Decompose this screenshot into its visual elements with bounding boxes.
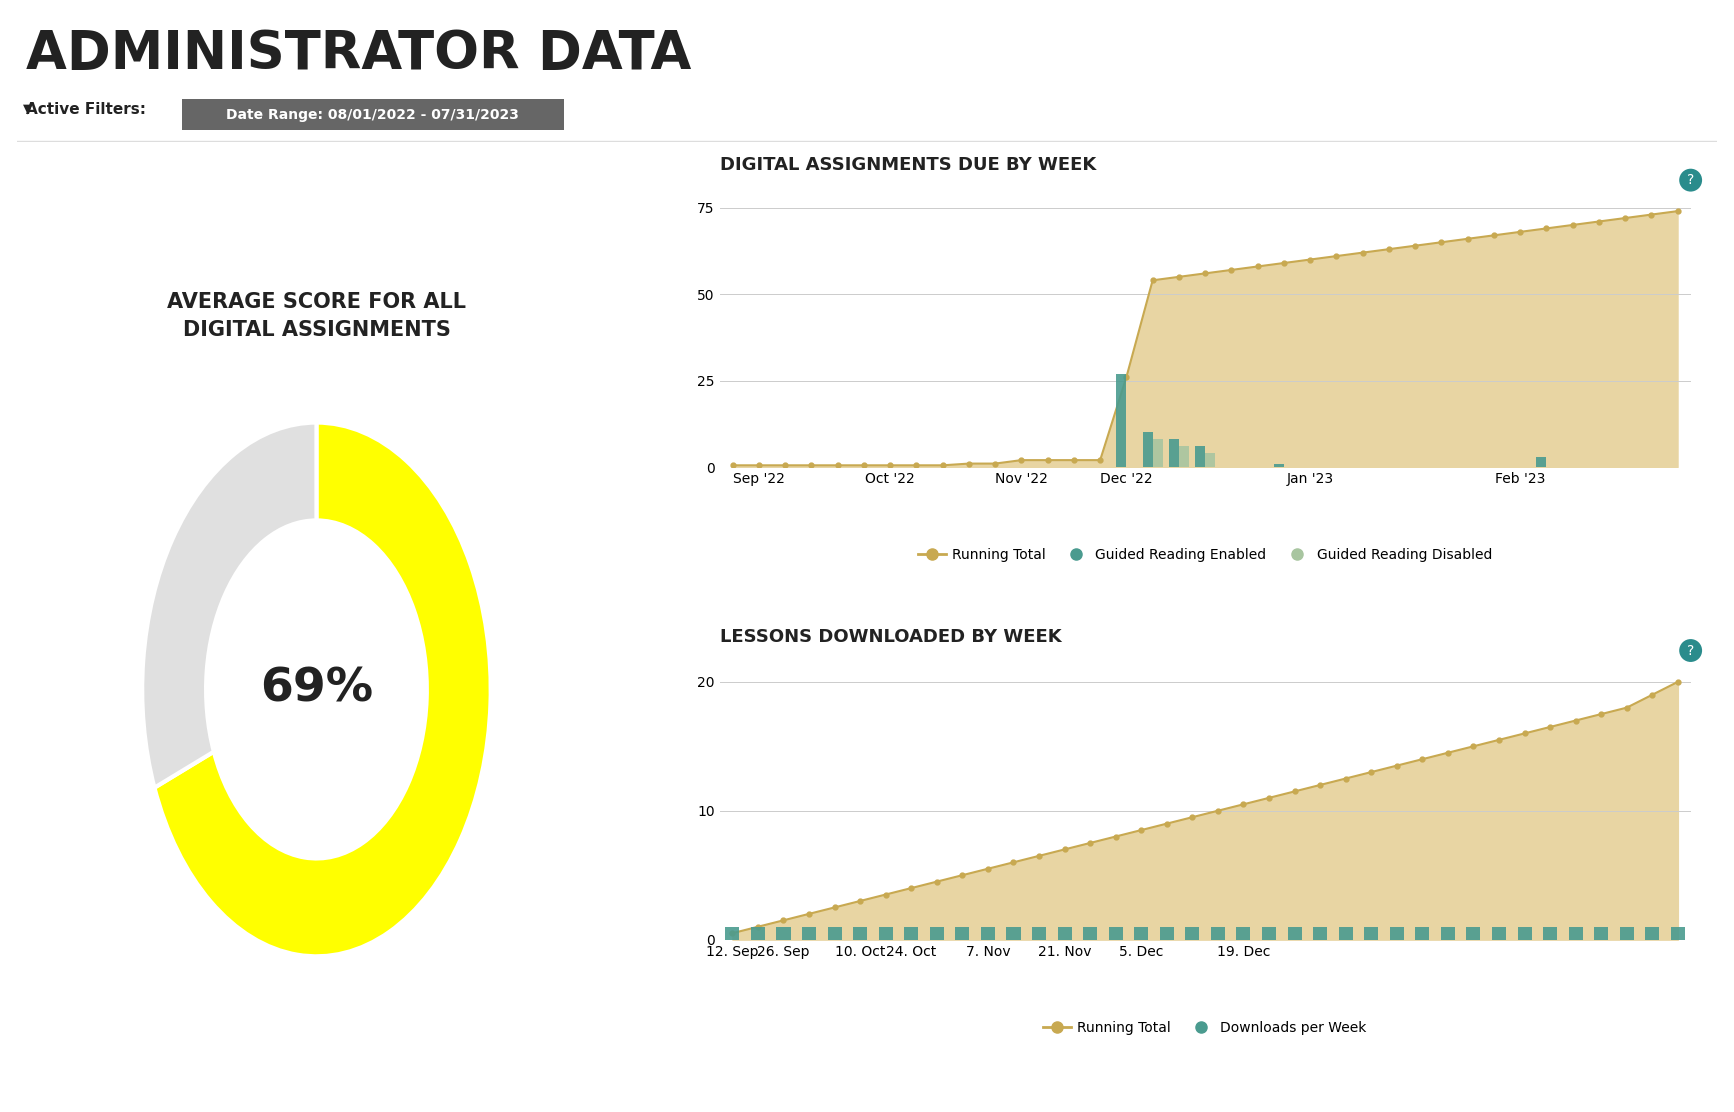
Bar — [1491, 926, 1507, 940]
Bar — [1186, 926, 1200, 940]
Bar — [1594, 926, 1607, 940]
Bar — [1517, 926, 1531, 940]
FancyBboxPatch shape — [151, 97, 595, 132]
Bar — [1389, 926, 1405, 940]
Bar — [1313, 926, 1327, 940]
Bar — [1646, 926, 1659, 940]
Text: ADMINISTRATOR DATA: ADMINISTRATOR DATA — [26, 28, 692, 80]
FancyBboxPatch shape — [12, 147, 621, 1065]
Bar — [1117, 374, 1127, 467]
Bar — [1543, 926, 1557, 940]
Text: LESSONS DOWNLOADED BY WEEK: LESSONS DOWNLOADED BY WEEK — [720, 628, 1061, 646]
Bar — [1179, 446, 1190, 467]
Bar — [1236, 926, 1250, 940]
Bar — [1134, 926, 1148, 940]
Bar — [1441, 926, 1455, 940]
Text: 69%: 69% — [260, 667, 373, 712]
Text: AVERAGE SCORE FOR ALL
DIGITAL ASSIGNMENTS: AVERAGE SCORE FOR ALL DIGITAL ASSIGNMENT… — [166, 291, 466, 340]
Bar — [853, 926, 867, 940]
Bar — [929, 926, 943, 940]
Bar — [1169, 439, 1179, 467]
Bar — [1262, 926, 1276, 940]
Bar — [1160, 926, 1174, 940]
Bar — [1205, 454, 1216, 467]
Bar — [777, 926, 791, 940]
Bar — [803, 926, 817, 940]
Bar — [955, 926, 969, 940]
Bar — [1365, 926, 1379, 940]
Bar — [725, 926, 739, 940]
Bar — [1288, 926, 1302, 940]
Bar — [1569, 926, 1583, 940]
Legend: Running Total, Guided Reading Enabled, Guided Reading Disabled: Running Total, Guided Reading Enabled, G… — [912, 543, 1498, 568]
Bar — [1467, 926, 1481, 940]
Bar — [1084, 926, 1098, 940]
Bar — [1006, 926, 1021, 940]
Text: Active Filters:: Active Filters: — [26, 102, 146, 117]
Bar — [903, 926, 919, 940]
Bar — [1143, 433, 1153, 467]
Wedge shape — [154, 423, 491, 956]
FancyBboxPatch shape — [623, 613, 1727, 1061]
Bar — [1274, 464, 1283, 467]
Bar — [751, 926, 765, 940]
Text: ?: ? — [1687, 644, 1694, 657]
Wedge shape — [142, 423, 316, 787]
Bar — [1153, 439, 1162, 467]
Bar — [1536, 457, 1547, 467]
Bar — [1108, 926, 1122, 940]
Bar — [1058, 926, 1072, 940]
Bar — [1210, 926, 1224, 940]
Bar — [879, 926, 893, 940]
Bar — [1032, 926, 1046, 940]
Text: ▼: ▼ — [23, 102, 33, 116]
Bar — [1672, 926, 1685, 940]
Bar — [827, 926, 841, 940]
Bar — [1415, 926, 1429, 940]
Legend: Running Total, Downloads per Week: Running Total, Downloads per Week — [1039, 1015, 1372, 1041]
Text: Date Range: 08/01/2022 - 07/31/2023: Date Range: 08/01/2022 - 07/31/2023 — [227, 108, 518, 121]
Text: ?: ? — [1687, 173, 1694, 187]
Text: DIGITAL ASSIGNMENTS DUE BY WEEK: DIGITAL ASSIGNMENTS DUE BY WEEK — [720, 156, 1096, 173]
Bar — [1620, 926, 1633, 940]
Bar — [981, 926, 995, 940]
Bar — [1339, 926, 1353, 940]
FancyBboxPatch shape — [623, 146, 1727, 594]
Bar — [1195, 446, 1205, 467]
